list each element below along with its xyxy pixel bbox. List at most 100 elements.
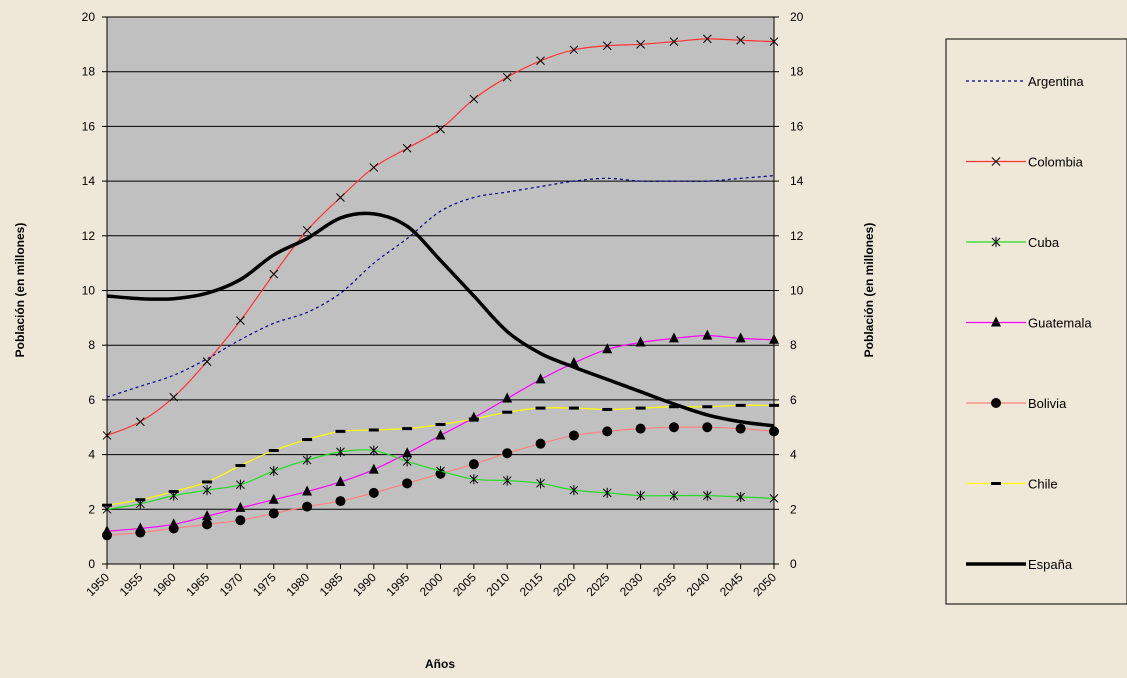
data-point (735, 423, 746, 434)
x-tick-label: 1955 (117, 570, 146, 599)
data-point (402, 447, 413, 458)
legend-label: Guatemala (1028, 316, 1092, 331)
data-point (469, 474, 479, 485)
data-point (236, 479, 245, 490)
data-point (468, 417, 479, 421)
y-tick-label-right: 6 (790, 393, 797, 407)
legend-item: Colombia (966, 155, 1084, 170)
data-point (502, 448, 513, 459)
data-point (669, 490, 679, 501)
y-tick-label-right: 4 (790, 448, 797, 462)
data-point (636, 490, 645, 501)
legend-box (945, 38, 1127, 605)
data-point (569, 45, 579, 55)
data-point (702, 405, 713, 409)
data-point (735, 332, 746, 343)
data-point (502, 392, 513, 403)
data-point (635, 406, 646, 410)
data-point (602, 41, 612, 51)
data-point (336, 193, 345, 202)
series-guatemala (102, 329, 779, 536)
x-tick-label: 2035 (650, 570, 679, 599)
legend-item: España (966, 557, 1073, 572)
data-point (636, 39, 645, 49)
data-point (436, 466, 445, 477)
legend-item: Argentina (966, 74, 1084, 89)
y-tick-label-right: 16 (790, 119, 804, 133)
data-point (535, 373, 546, 384)
y-tick-label-right: 8 (790, 338, 797, 352)
series-line (106, 211, 775, 428)
data-point (602, 407, 613, 411)
data-point (368, 487, 379, 498)
legend-item: Cuba (966, 235, 1060, 250)
data-point (202, 480, 213, 484)
data-point (702, 34, 712, 44)
data-point (302, 438, 313, 442)
data-point (168, 490, 179, 494)
y-tick-label-left: 8 (88, 338, 95, 352)
data-point (302, 485, 313, 496)
data-point (668, 422, 679, 433)
y-tick-label-left: 4 (88, 448, 95, 462)
x-axis-title: Años (425, 657, 455, 671)
legend-label: Colombia (1028, 155, 1084, 170)
data-point (369, 163, 379, 172)
series-chile (102, 403, 779, 507)
data-point (102, 503, 112, 507)
x-tick-label: 1985 (317, 570, 346, 599)
y-tick-label-right: 2 (790, 502, 797, 516)
legend-label: Bolivia (1028, 396, 1067, 411)
data-point (991, 157, 1001, 166)
data-point (736, 35, 746, 45)
data-point (235, 515, 246, 526)
data-point (602, 426, 613, 437)
y-tick-label-left: 2 (88, 502, 95, 516)
data-point (602, 487, 612, 498)
data-point (635, 423, 646, 434)
data-point (102, 431, 112, 440)
data-point (202, 485, 212, 496)
data-point (135, 498, 146, 502)
data-point (502, 475, 512, 486)
data-point (368, 463, 379, 474)
data-point (368, 428, 379, 432)
x-tick-label: 2025 (584, 570, 613, 599)
data-point (269, 269, 279, 279)
data-point (769, 493, 779, 504)
y-tick-label-left: 10 (82, 284, 96, 298)
data-point (769, 403, 779, 407)
data-point (402, 456, 412, 467)
data-point (135, 417, 145, 427)
legend-label: Argentina (1028, 74, 1084, 89)
series-argentina (106, 175, 775, 398)
data-point (702, 329, 713, 340)
legend-label: Cuba (1028, 235, 1060, 250)
x-tick-label: 1990 (350, 570, 379, 599)
x-tick-label: 2030 (617, 570, 646, 599)
y-tick-label-left: 6 (88, 393, 95, 407)
data-point (369, 445, 379, 456)
y-tick-label-left: 12 (82, 229, 96, 243)
series-espana (106, 211, 775, 428)
y-tick-label-left: 0 (88, 557, 95, 571)
data-point (502, 72, 512, 82)
x-tick-label: 1965 (183, 570, 212, 599)
data-point (769, 333, 779, 344)
series-line (106, 175, 775, 398)
x-tick-label: 2010 (484, 570, 513, 599)
x-tick-label: 1995 (383, 570, 412, 599)
data-point (135, 522, 146, 533)
data-point (991, 482, 1001, 485)
x-tick-label: 2005 (450, 570, 479, 599)
data-point (202, 519, 213, 530)
data-point (568, 430, 579, 441)
series-layer (102, 34, 779, 541)
data-point (702, 422, 713, 433)
data-point (991, 398, 1001, 408)
data-point (268, 508, 279, 519)
y-tick-label-right: 20 (790, 10, 804, 24)
legend-label: España (1028, 557, 1073, 572)
data-point (668, 405, 679, 409)
